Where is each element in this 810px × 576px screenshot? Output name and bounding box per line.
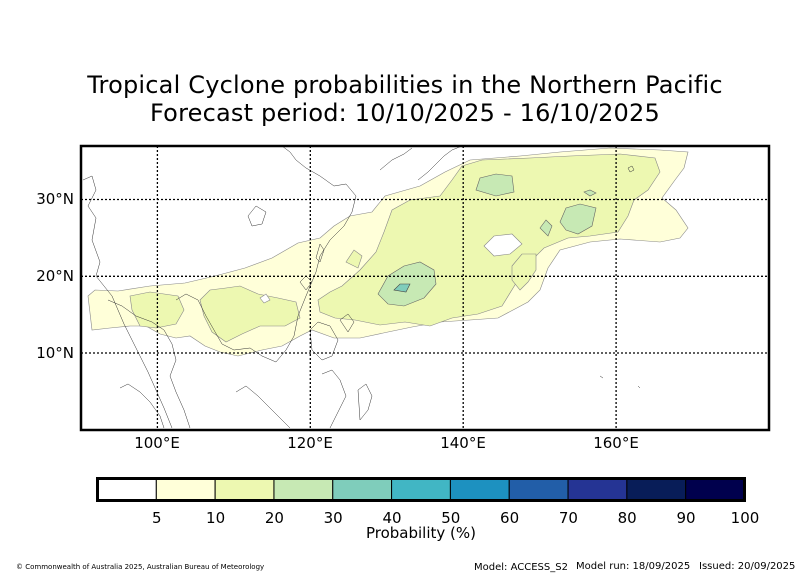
- colorbar-tick-40: 40: [382, 509, 402, 527]
- colorbar-cell: [391, 478, 451, 501]
- coastlines: [82, 146, 641, 429]
- model-run-date: Model run: 18/09/2025: [576, 561, 691, 572]
- lon-label-160e: 160°E: [593, 434, 639, 452]
- map-frame: [79, 144, 771, 432]
- prob-region-10-20-d: [511, 253, 537, 291]
- colorbar-tick-50: 50: [441, 509, 461, 527]
- prob-region-10-20-e: [345, 249, 363, 269]
- title-line-1: Tropical Cyclone probabilities in the No…: [87, 71, 723, 99]
- colorbar-cell: [508, 478, 569, 501]
- colorbar-cell: [626, 478, 687, 501]
- colorbar-cell: [273, 478, 334, 501]
- colorbar-cell: [685, 478, 746, 501]
- lat-label-30n: 30°N: [36, 190, 74, 208]
- lat-label-10n: 10°N: [36, 344, 74, 362]
- prob-gap-b: [259, 293, 271, 304]
- lon-label-140e: 140°E: [440, 434, 486, 452]
- lon-label-120e: 120°E: [287, 434, 333, 452]
- colorbar-cell: [567, 478, 628, 501]
- colorbar-tick-10: 10: [206, 509, 226, 527]
- colorbar-frame: [96, 477, 746, 502]
- colorbar-cell: [97, 478, 157, 501]
- colorbar-tick-5: 5: [152, 509, 162, 527]
- colorbar-cell: [214, 478, 275, 501]
- colorbar: [96, 477, 746, 502]
- issued-date: Issued: 20/09/2025: [699, 561, 796, 572]
- colorbar-tick-70: 70: [558, 509, 578, 527]
- prob-region-20-30-c: [559, 203, 597, 235]
- prob-region-30-40: [393, 283, 411, 293]
- colorbar-tick-90: 90: [676, 509, 696, 527]
- colorbar-tick-80: 80: [617, 509, 637, 527]
- model-name: Model: ACCESS_S2: [474, 562, 568, 573]
- prob-region-20-30-b: [475, 173, 515, 197]
- colorbar-tick-60: 60: [500, 509, 520, 527]
- copyright-note: © Commonwealth of Australia 2025, Austra…: [16, 563, 265, 571]
- colorbar-cell: [332, 478, 393, 501]
- title-line-2: Forecast period: 10/10/2025 - 16/10/2025: [150, 99, 660, 127]
- colorbar-tick-30: 30: [323, 509, 343, 527]
- lat-label-20n: 20°N: [36, 267, 74, 285]
- colorbar-cell: [449, 478, 510, 501]
- prob-region-20-30-e: [583, 189, 597, 197]
- colorbar-tick-100: 100: [730, 509, 760, 527]
- gridlines: [81, 146, 769, 430]
- lon-label-100e: 100°E: [134, 434, 180, 452]
- colorbar-label: Probability (%): [365, 524, 477, 542]
- colorbar-cell: [155, 478, 216, 501]
- prob-region-10-20-b: [199, 285, 301, 343]
- prob-region-20-30-d: [539, 219, 553, 237]
- colorbar-tick-20: 20: [264, 509, 284, 527]
- prob-gap-a: [483, 233, 523, 257]
